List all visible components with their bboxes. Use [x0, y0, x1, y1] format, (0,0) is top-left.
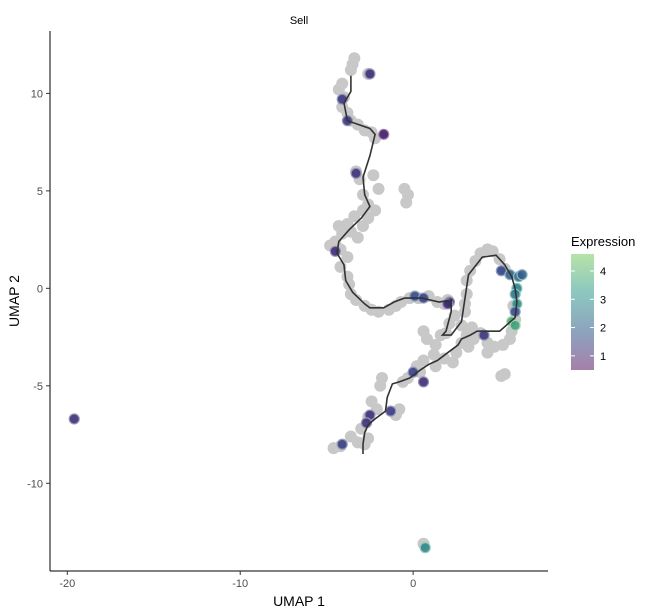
background-point-64	[465, 321, 478, 334]
expression-point-22	[417, 376, 430, 388]
y-tick-label-2: 0	[37, 283, 43, 295]
trajectory-line	[336, 75, 518, 454]
background-point-1	[348, 52, 361, 65]
background-point-98	[498, 368, 511, 381]
background-point-20	[369, 204, 382, 217]
background-points-layer	[324, 52, 522, 550]
x-tick-label-1: -10	[232, 578, 248, 590]
expression-points-layer	[68, 68, 528, 554]
background-point-41	[350, 294, 363, 307]
expression-point-26	[336, 438, 348, 450]
background-point-86	[459, 297, 471, 310]
expression-point-18	[509, 319, 521, 331]
background-point-112	[393, 403, 406, 416]
background-point-44	[372, 305, 385, 318]
background-point-85	[460, 288, 473, 301]
legend-title: Expression	[571, 234, 635, 249]
background-point-82	[486, 245, 499, 258]
background-point-59	[429, 338, 442, 351]
background-point-13	[369, 132, 382, 145]
legend-colorbar	[571, 254, 594, 370]
expression-point-0	[364, 68, 376, 80]
y-axis-ticks: 10 5 0 -5 -10	[27, 88, 50, 490]
y-tick-label-1: 5	[37, 186, 43, 198]
expression-point-12	[516, 269, 528, 281]
x-tick-label-0: -20	[59, 578, 75, 590]
background-point-109	[362, 432, 375, 445]
expression-point-4	[350, 167, 362, 179]
background-point-100	[374, 379, 387, 392]
expression-legend: Expression 1 2 3 4	[571, 234, 635, 370]
y-tick-label-3: -5	[33, 381, 43, 393]
background-point-107	[327, 442, 340, 455]
background-point-21	[372, 182, 385, 195]
expression-point-3	[378, 128, 390, 140]
background-point-55	[443, 317, 456, 330]
x-tick-label-2: 0	[410, 578, 416, 590]
background-point-26	[348, 210, 361, 223]
background-point-90	[427, 348, 440, 361]
expression-point-19	[478, 329, 490, 341]
legend-tick-label-3: 4	[600, 266, 606, 278]
background-point-77	[460, 274, 473, 287]
background-point-60	[434, 329, 447, 342]
background-point-2	[344, 63, 357, 76]
chart-title: Sell	[290, 15, 308, 27]
x-axis-title: UMAP 1	[273, 593, 325, 609]
background-point-89	[438, 352, 451, 365]
background-point-110	[351, 436, 364, 449]
legend-ticks: 1 2 3 4	[571, 266, 606, 363]
background-point-87	[450, 346, 463, 359]
background-point-62	[455, 319, 468, 332]
legend-tick-label-2: 3	[600, 294, 606, 306]
background-point-58	[420, 333, 433, 346]
expression-point-25	[385, 405, 397, 417]
legend-tick-label-1: 2	[600, 323, 606, 335]
background-point-32	[351, 231, 364, 244]
y-tick-label-0: 10	[31, 88, 43, 100]
background-point-36	[341, 251, 354, 264]
background-point-31	[356, 219, 369, 232]
background-point-25	[400, 196, 413, 209]
y-axis-title: UMAP 2	[6, 275, 22, 327]
y-tick-label-4: -10	[27, 478, 43, 490]
legend-tick-label-0: 1	[600, 351, 606, 363]
expression-point-27	[68, 413, 80, 425]
background-point-71	[481, 346, 494, 359]
background-point-22	[367, 169, 380, 182]
expression-point-28	[419, 542, 431, 554]
x-axis-ticks: -20 -10 0	[59, 571, 416, 590]
